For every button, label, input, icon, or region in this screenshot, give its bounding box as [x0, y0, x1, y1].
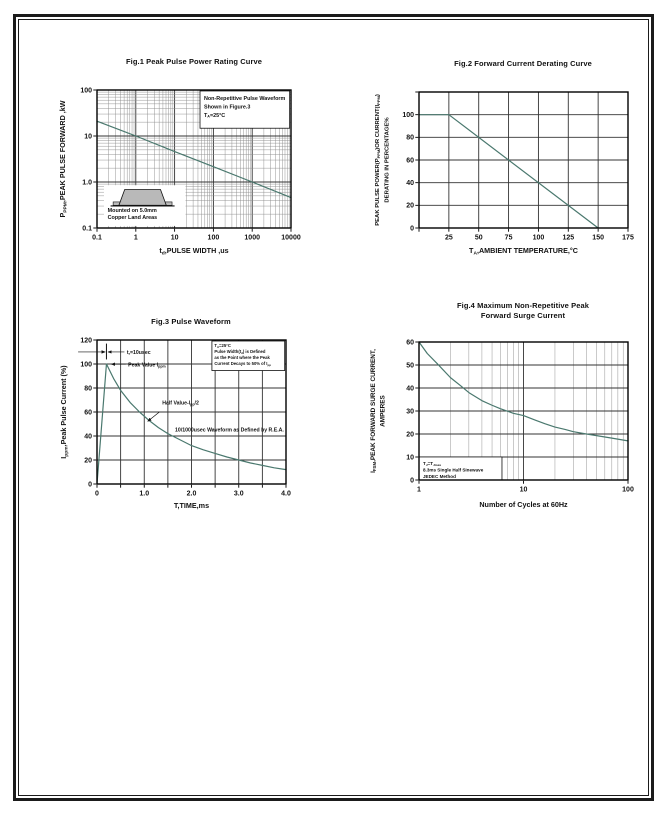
page-border-outer: [13, 14, 654, 801]
svg-text:50: 50: [406, 362, 414, 369]
svg-text:2.0: 2.0: [187, 491, 197, 498]
svg-text:10000: 10000: [281, 235, 301, 242]
svg-text:Copper Land Areas: Copper Land Areas: [108, 215, 158, 221]
svg-text:1: 1: [417, 487, 421, 494]
svg-text:PPPM,PEAK PULSE FORWARD ,kW: PPPM,PEAK PULSE FORWARD ,kW: [58, 100, 68, 217]
svg-text:td,PULSE WIDTH ,us: td,PULSE WIDTH ,us: [159, 246, 228, 256]
svg-text:PEAK PULSE POWER(PPPM)OR CURRE: PEAK PULSE POWER(PPPM)OR CURRENT(IPPM): [375, 94, 381, 226]
svg-text:10: 10: [520, 487, 528, 494]
svg-text:30: 30: [406, 408, 414, 415]
svg-text:as the Point where the Peak: as the Point where the Peak: [214, 355, 270, 360]
svg-text:JEDEC Method: JEDEC Method: [423, 474, 456, 479]
svg-text:1000: 1000: [244, 235, 260, 242]
figure-4-title: Fig.4 Maximum Non-Repetitive Peak Forwar…: [456, 301, 590, 320]
svg-text:175: 175: [622, 235, 634, 242]
figure-3: Fig.3 Pulse Waveform TA=25°C Pulse Width(…: [30, 300, 332, 540]
svg-text:100: 100: [402, 112, 414, 119]
page-border-inner: [18, 19, 649, 796]
svg-text:T,TIME,ms: T,TIME,ms: [174, 501, 209, 510]
svg-text:125: 125: [562, 235, 574, 242]
svg-text:1.0: 1.0: [139, 491, 149, 498]
svg-text:40: 40: [406, 385, 414, 392]
svg-text:50: 50: [475, 235, 483, 242]
svg-text:AMPERES: AMPERES: [380, 394, 387, 426]
svg-text:25: 25: [445, 235, 453, 242]
svg-text:1: 1: [134, 235, 138, 242]
svg-text:0: 0: [410, 477, 414, 484]
svg-text:40: 40: [406, 180, 414, 187]
svg-text:0: 0: [410, 225, 414, 232]
svg-text:60: 60: [84, 409, 92, 416]
svg-text:Shown in Figure.3: Shown in Figure.3: [204, 104, 250, 110]
svg-text:0: 0: [88, 481, 92, 488]
svg-text:Ippm,Peak Pulse Current (%): Ippm,Peak Pulse Current (%): [59, 365, 69, 459]
svg-text:20: 20: [406, 431, 414, 438]
svg-text:Non-Repetitive Pulse Waveform: Non-Repetitive Pulse Waveform: [204, 96, 285, 102]
svg-text:100: 100: [80, 87, 92, 94]
svg-text:80: 80: [406, 135, 414, 142]
svg-text:Number of Cycles at 60Hz: Number of Cycles at 60Hz: [479, 500, 568, 509]
svg-text:Pulse Width(td) is Defined: Pulse Width(td) is Defined: [214, 349, 265, 355]
svg-text:0.1: 0.1: [92, 235, 102, 242]
svg-text:8.3ms Single Half Sinewave: 8.3ms Single Half Sinewave: [423, 467, 484, 472]
svg-text:1.0: 1.0: [82, 179, 92, 186]
figure-3-title: Fig.3 Pulse Waveform: [151, 317, 231, 326]
figure-2-title: Fig.2 Forward Current Derating Curve: [454, 59, 592, 68]
svg-text:Peak Value Ippm: Peak Value Ippm: [128, 363, 165, 369]
svg-text:120: 120: [80, 337, 92, 344]
svg-text:20: 20: [84, 457, 92, 464]
svg-text:3.0: 3.0: [234, 491, 244, 498]
figure-1: Fig.1 Peak Pulse Power Rating Curve Non-…: [30, 50, 332, 290]
svg-text:4.0: 4.0: [281, 491, 291, 498]
svg-text:0.1: 0.1: [82, 225, 92, 232]
svg-text:TJ=TJmax: TJ=TJmax: [423, 461, 441, 467]
svg-text:0: 0: [95, 491, 99, 498]
svg-text:20: 20: [406, 203, 414, 210]
svg-text:Mounted on 5.0mm: Mounted on 5.0mm: [108, 208, 157, 214]
svg-text:IFSM,PEAK FORWARD SURGE CURREN: IFSM,PEAK FORWARD SURGE CURRENT,: [370, 349, 377, 473]
figure-2: Fig.2 Forward Current Derating Curve 25 5…: [364, 50, 656, 290]
svg-text:TA,AMBIENT TEMPERATURE,°C: TA,AMBIENT TEMPERATURE,°C: [469, 246, 578, 256]
svg-text:TA=25°C: TA=25°C: [204, 113, 225, 119]
svg-text:10: 10: [406, 454, 414, 461]
svg-text:40: 40: [84, 433, 92, 440]
svg-text:60: 60: [406, 339, 414, 346]
figure-2-plot: 25 50 75 100 125 150 175 0 20 40 60 80 100 TA,AMBIENT…: [375, 91, 634, 256]
svg-text:60: 60: [406, 157, 414, 164]
svg-text:Half Value-Ipp/2: Half Value-Ipp/2: [162, 401, 199, 407]
svg-text:100: 100: [533, 235, 545, 242]
svg-text:10: 10: [171, 235, 179, 242]
figure-1-plot: Non-Repetitive Pulse Waveform Shown in Fi…: [58, 87, 301, 256]
figure-4: Fig.4 Maximum Non-Repetitive Peak Forwar…: [364, 295, 656, 540]
svg-text:10: 10: [84, 133, 92, 140]
svg-text:10/1000usec Waveform as Define: 10/1000usec Waveform as Defined by R.E.A…: [175, 427, 284, 433]
svg-text:75: 75: [505, 235, 513, 242]
figure-1-title: Fig.1 Peak Pulse Power Rating Curve: [125, 57, 263, 66]
svg-text:150: 150: [592, 235, 604, 242]
svg-text:TA=25°C: TA=25°C: [214, 343, 230, 349]
svg-text:100: 100: [622, 487, 634, 494]
svg-text:100: 100: [80, 361, 92, 368]
svg-text:100: 100: [208, 235, 220, 242]
svg-text:tr=10usec: tr=10usec: [127, 350, 151, 356]
svg-text:Current Decays to 50% of Ipp: Current Decays to 50% of Ipp: [214, 361, 271, 367]
svg-text:80: 80: [84, 385, 92, 392]
svg-text:DERATING IN PERCENTAGE%: DERATING IN PERCENTAGE%: [385, 117, 391, 203]
